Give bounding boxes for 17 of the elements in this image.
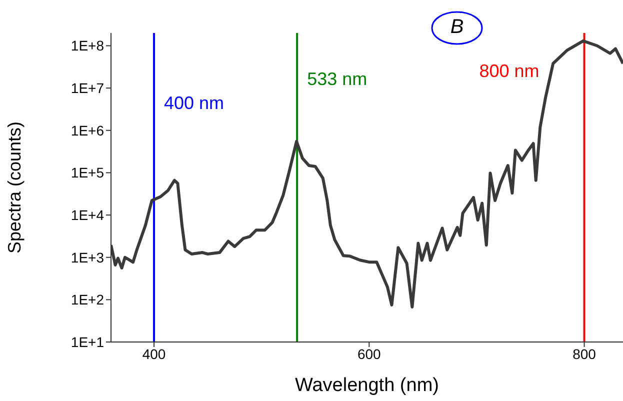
y-tick-label: 1E+3	[70, 249, 104, 266]
x-axis-title: Wavelength (nm)	[295, 375, 439, 396]
x-tick-label: 800	[572, 346, 596, 362]
y-axis-title: Spectra (counts)	[4, 121, 24, 254]
y-tick-label: 1E+1	[70, 334, 104, 350]
y-tick-label: 1E+8	[70, 38, 104, 54]
x-tick-label: 400	[142, 346, 166, 362]
y-tick-label: 1E+7	[70, 80, 104, 96]
y-tick-label: 1E+2	[70, 292, 104, 308]
annotation: B	[449, 16, 465, 39]
x-tick-label: 600	[357, 346, 382, 362]
ref-line-label: 800 nm	[479, 61, 540, 81]
ref-line-label: 533 nm	[307, 69, 368, 89]
ref-line-label: 400 nm	[164, 93, 224, 113]
y-tick-label: 1E+6	[70, 122, 104, 138]
y-tick-label: 1E+4	[70, 207, 104, 223]
y-tick-label: 1E+5	[70, 164, 104, 181]
